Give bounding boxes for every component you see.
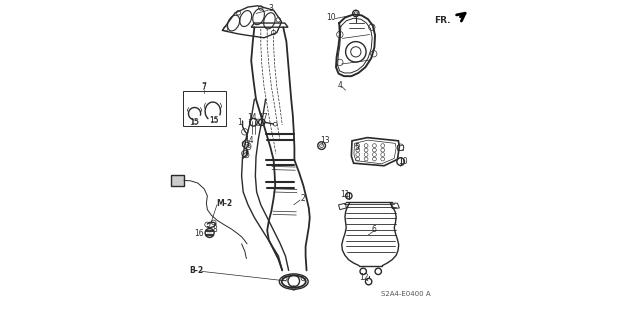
Text: B-2: B-2 <box>189 266 203 275</box>
Text: 2: 2 <box>300 194 305 203</box>
Text: M-2: M-2 <box>216 199 232 208</box>
Text: FR.: FR. <box>434 16 451 25</box>
Text: 13: 13 <box>320 136 330 145</box>
Bar <box>172 175 184 186</box>
Text: 7: 7 <box>201 83 206 92</box>
Text: 8: 8 <box>212 225 218 234</box>
Text: 4: 4 <box>337 81 342 90</box>
Text: 14: 14 <box>244 136 254 145</box>
Text: 3: 3 <box>268 4 273 13</box>
Text: 15: 15 <box>189 118 198 127</box>
Text: 15: 15 <box>190 119 199 125</box>
Text: 7: 7 <box>201 82 206 91</box>
Text: 11: 11 <box>340 190 349 199</box>
Text: 17: 17 <box>258 113 268 122</box>
Text: 10: 10 <box>326 13 336 22</box>
Text: 6: 6 <box>372 225 377 234</box>
Text: 15: 15 <box>209 117 218 123</box>
Text: 16: 16 <box>194 229 204 238</box>
Text: 12: 12 <box>360 273 369 282</box>
Text: 9: 9 <box>246 143 252 152</box>
Text: 5: 5 <box>355 143 359 152</box>
Text: S2A4-E0400 A: S2A4-E0400 A <box>381 292 431 297</box>
Text: 10: 10 <box>397 157 408 166</box>
Text: 1: 1 <box>237 118 242 127</box>
Text: 15: 15 <box>209 116 219 124</box>
Text: 14: 14 <box>246 113 257 122</box>
Bar <box>183 91 227 126</box>
